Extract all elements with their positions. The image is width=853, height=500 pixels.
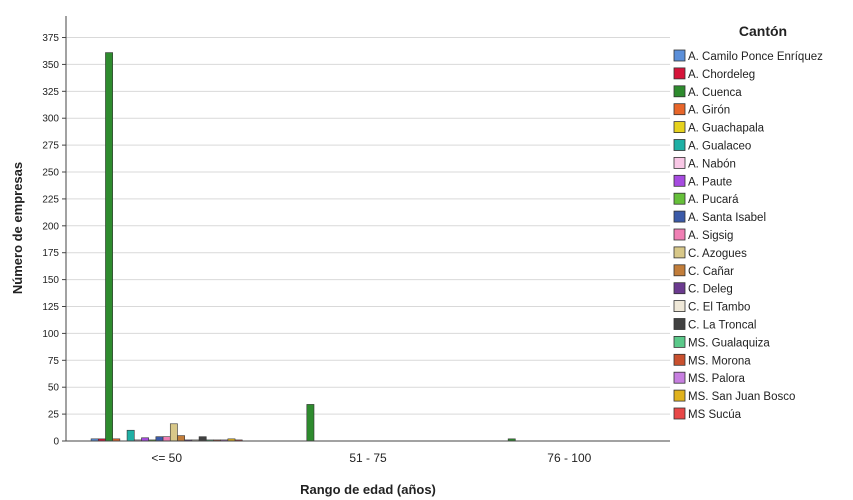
y-tick-label: 325 xyxy=(42,87,59,98)
bar xyxy=(126,429,135,442)
legend-label: A. Pucará xyxy=(688,194,739,206)
legend-title: Cantón xyxy=(739,23,787,39)
legend-swatch xyxy=(673,67,686,80)
legend-swatch xyxy=(673,85,686,98)
legend-label: MS. Gualaquiza xyxy=(688,337,770,349)
bar xyxy=(162,436,171,442)
bar xyxy=(169,423,178,442)
legend-label: A. Sigsig xyxy=(688,230,733,242)
y-tick-label: 25 xyxy=(48,410,60,421)
legend-swatch xyxy=(673,300,686,313)
bar xyxy=(177,435,185,442)
legend-label: A. Guachapala xyxy=(688,123,765,135)
x-category-label: 51 - 75 xyxy=(349,451,387,465)
legend-swatch xyxy=(673,318,686,330)
legend-swatch xyxy=(673,103,686,116)
bar xyxy=(306,404,315,442)
y-tick-label: 225 xyxy=(42,194,59,205)
legend-label: A. Cuenca xyxy=(688,87,742,99)
x-axis-title: Rango de edad (años) xyxy=(300,482,436,497)
x-category-labels: <= 50 51 - 75 76 - 100 xyxy=(151,451,591,465)
y-tick-labels: 0 25 50 75 100 125 150 175 200 225 250 275 300 325 350… xyxy=(42,33,66,448)
legend-label: MS. Palora xyxy=(688,373,745,385)
legend-swatch xyxy=(673,264,686,277)
y-tick-label: 100 xyxy=(42,329,59,340)
legend-swatch xyxy=(673,139,686,151)
legend-label: C. Azogues xyxy=(688,248,747,260)
bar xyxy=(155,436,164,442)
legend-swatch xyxy=(673,49,686,62)
legend-label: MS. Morona xyxy=(688,355,751,367)
legend-swatch xyxy=(673,389,686,402)
legend: A. Camilo Ponce Enríquez A. Chordeleg A. C… xyxy=(673,49,823,421)
y-tick-label: 75 xyxy=(48,356,60,367)
legend-swatch xyxy=(673,228,686,241)
y-axis-title: Número de empresas xyxy=(10,162,25,294)
y-tick-label: 50 xyxy=(48,383,60,394)
y-tick-label: 150 xyxy=(42,275,59,286)
legend-label: A. Chordeleg xyxy=(688,69,755,81)
legend-swatch xyxy=(673,282,686,295)
legend-label: A. Nabón xyxy=(688,158,736,170)
legend-swatch xyxy=(673,371,686,384)
legend-label: A. Girón xyxy=(688,105,730,117)
legend-label: MS Sucúa xyxy=(688,409,742,421)
legend-swatch xyxy=(673,121,686,133)
legend-swatch xyxy=(673,192,686,205)
legend-swatch xyxy=(673,156,686,169)
bar xyxy=(105,52,113,442)
legend-swatch xyxy=(673,353,686,366)
y-tick-label: 0 xyxy=(53,437,59,448)
legend-label: C. El Tambo xyxy=(688,302,750,314)
x-category-label: <= 50 xyxy=(151,451,182,465)
y-tick-label: 175 xyxy=(42,248,59,259)
legend-swatch xyxy=(673,210,686,223)
bar xyxy=(198,436,207,442)
y-tick-label: 375 xyxy=(42,33,59,44)
y-tick-label: 300 xyxy=(42,114,59,125)
legend-swatch xyxy=(673,246,686,259)
y-tick-label: 125 xyxy=(42,302,59,313)
y-tick-label: 350 xyxy=(42,60,59,71)
legend-label: A. Gualaceo xyxy=(688,141,751,153)
legend-label: A. Santa Isabel xyxy=(688,212,766,224)
legend-label: A. Paute xyxy=(688,176,732,188)
legend-label: C. Deleg xyxy=(688,284,733,296)
y-tick-label: 275 xyxy=(42,141,59,152)
gridlines xyxy=(66,37,670,415)
legend-swatch xyxy=(673,407,686,420)
legend-label: C. Cañar xyxy=(688,266,734,278)
x-category-label: 76 - 100 xyxy=(547,451,591,465)
legend-swatch xyxy=(673,174,686,187)
y-tick-label: 250 xyxy=(42,168,59,179)
legend-label: C. La Troncal xyxy=(688,320,756,332)
bars xyxy=(90,52,516,442)
legend-label: A. Camilo Ponce Enríquez xyxy=(688,51,823,63)
y-tick-label: 200 xyxy=(42,221,59,232)
legend-label: MS. San Juan Bosco xyxy=(688,391,795,403)
legend-swatch xyxy=(673,335,686,348)
